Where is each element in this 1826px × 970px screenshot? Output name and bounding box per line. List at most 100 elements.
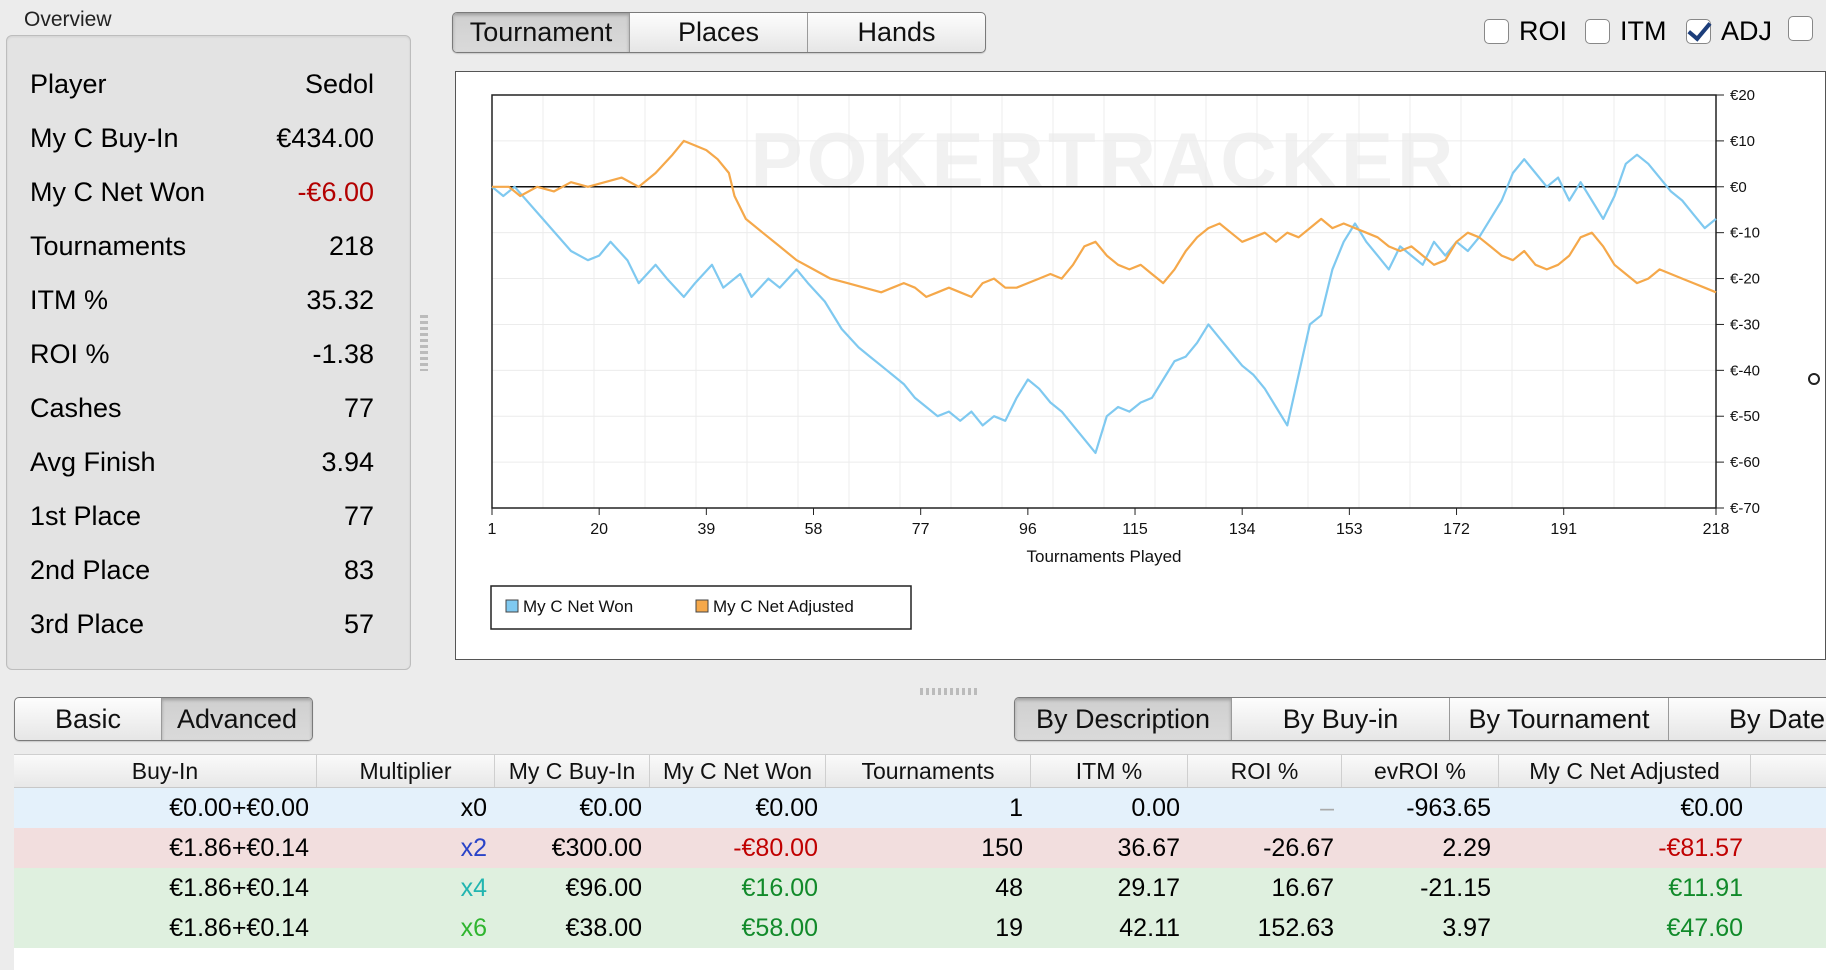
table-cell: €38.00 [565,913,642,942]
overview-row: ROI % -1.38 [30,334,374,374]
overview-row: My C Buy-In €434.00 [30,118,374,158]
roi-checkbox-box[interactable] [1484,19,1509,44]
tab-by-tournament[interactable]: By Tournament [1449,698,1668,740]
roi-checkbox[interactable]: ROI [1484,16,1567,47]
column-header[interactable]: My C Net Adjusted [1499,755,1751,787]
extra-checkbox-box[interactable] [1788,16,1813,41]
column-header[interactable]: My C Net Won [650,755,826,787]
overview-row: Cashes 77 [30,388,374,428]
tab-tournament[interactable]: Tournament [453,13,629,52]
x-tick-label: 58 [805,521,823,538]
overview-label: My C Net Won [30,176,206,207]
column-header[interactable]: ROI % [1188,755,1342,787]
legend-label: My C Net Adjusted [713,597,854,616]
tab-by-buy-in[interactable]: By Buy-in [1231,698,1449,740]
overview-title: Overview [24,8,112,31]
table-cell: -€81.57 [1658,833,1743,862]
legend-label: My C Net Won [523,597,633,616]
overview-value: -€6.00 [297,176,374,207]
x-tick-label: 172 [1443,521,1470,538]
table-cell: €96.00 [565,873,642,902]
table-cell: €1.86+€0.14 [169,833,309,862]
legend-swatch-net-won [505,599,519,613]
column-header[interactable]: ITM % [1031,755,1188,787]
tab-basic[interactable]: Basic [54,703,122,734]
tab-hands[interactable]: Hands [807,13,985,52]
table-cell: €16.00 [741,873,818,902]
table-cell: 42.11 [1119,913,1180,942]
table-cell: 48 [995,873,1023,902]
watermark-text: POKERTRACKER [751,116,1458,204]
table-cell: €0.00 [579,793,642,822]
overview-value: -1.38 [312,338,374,369]
adj-checkbox-box[interactable] [1686,19,1711,44]
series-line-net-adjusted [492,139,1717,298]
table-row[interactable]: €1.86+€0.14 x4 €96.00 €16.00 48 29.17 16.67 -21… [14,868,1826,908]
tab-by-description[interactable]: By Description [1015,698,1231,740]
table-cell: €0.00+€0.00 [169,793,309,822]
column-header[interactable]: Buy-In [14,755,317,787]
table-cell: x2 [460,833,487,862]
results-graph: POKERTRACKER €20 €10 €0 €-10 €-20 €-30 €-40 €-50… [455,71,1826,660]
table-cell: -21.15 [1420,873,1491,902]
table-header: Buy-In Multiplier My C Buy-In My C Net Won T… [14,754,1826,788]
y-tick-label: €20 [1730,87,1755,104]
x-tick-label: 218 [1703,521,1730,538]
column-header[interactable]: evROI % [1342,755,1499,787]
x-tick-label: 153 [1336,521,1363,538]
table-row[interactable]: €0.00+€0.00 x0 €0.00 €0.00 1 0.00 – -963.65 €0.0… [14,788,1826,828]
overview-row: Avg Finish 3.94 [30,442,374,482]
detail-level-tabs: Basic Advanced [14,697,313,741]
table-empty-row [14,948,1826,970]
x-tick-label: 1 [488,521,497,538]
tab-by-date[interactable]: By Date [1668,698,1826,740]
table-cell: 1 [1009,793,1023,822]
extra-checkbox[interactable] [1788,16,1823,41]
tab-advanced[interactable]: Advanced [161,698,312,740]
y-tick-label: €10 [1730,133,1755,150]
table-cell: 0.00 [1131,793,1180,822]
column-header[interactable]: Tournaments [826,755,1031,787]
column-header[interactable]: My C Buy-In [495,755,650,787]
overview-label: 3rd Place [30,608,145,639]
x-axis-title: Tournaments Played [1027,547,1182,566]
y-tick-label: €-70 [1730,500,1760,517]
overview-value: 77 [343,500,374,531]
column-header[interactable]: Multiplier [317,755,495,787]
eye-icon [1808,373,1820,385]
overview-label: 1st Place [30,500,142,531]
table-row[interactable]: €1.86+€0.14 x2 €300.00 -€80.00 150 36.67 -26.6… [14,828,1826,868]
overview-row: My C Net Won -€6.00 [30,172,374,212]
results-graph-svg: POKERTRACKER €20 €10 €0 €-10 €-20 €-30 €-40 €-50… [488,87,1820,630]
overview-value: €434.00 [276,122,374,153]
y-tick-label: €0 [1730,179,1747,196]
adj-checkbox-label: ADJ [1721,16,1773,46]
table-row[interactable]: €1.86+€0.14 x6 €38.00 €58.00 19 42.11 152.63 3.… [14,908,1826,948]
table-cell: €0.00 [755,793,818,822]
table-cell: 16.67 [1271,873,1334,902]
grouping-tabs: By Description By Buy-in By Tournament B… [1014,697,1826,741]
y-tick-label: €-50 [1730,408,1760,425]
x-tick-label: 134 [1229,521,1256,538]
table-cell: 19 [995,913,1023,942]
table-cell: €300.00 [551,833,642,862]
tab-places[interactable]: Places [629,13,807,52]
x-tick-label: 96 [1019,521,1037,538]
overview-row: ITM % 35.32 [30,280,374,320]
overview-row: 3rd Place 57 [30,604,374,644]
itm-checkbox-label: ITM [1620,16,1667,46]
itm-checkbox[interactable]: ITM [1585,16,1667,47]
horizontal-splitter-grip[interactable] [920,688,978,695]
table-cell: 3.97 [1442,913,1491,942]
overview-value: 35.32 [306,284,374,315]
itm-checkbox-box[interactable] [1585,19,1610,44]
table-cell: -26.67 [1263,833,1334,862]
table-cell: 36.67 [1117,833,1180,862]
adj-checkbox[interactable]: ADJ [1686,16,1772,47]
legend-swatch-net-adjusted [695,599,709,613]
y-tick-label: €-40 [1730,362,1760,379]
y-tick-label: €-30 [1730,316,1760,333]
overview-label: Cashes [30,392,122,423]
overview-value: 77 [343,392,374,423]
vertical-splitter-grip[interactable] [420,315,428,371]
